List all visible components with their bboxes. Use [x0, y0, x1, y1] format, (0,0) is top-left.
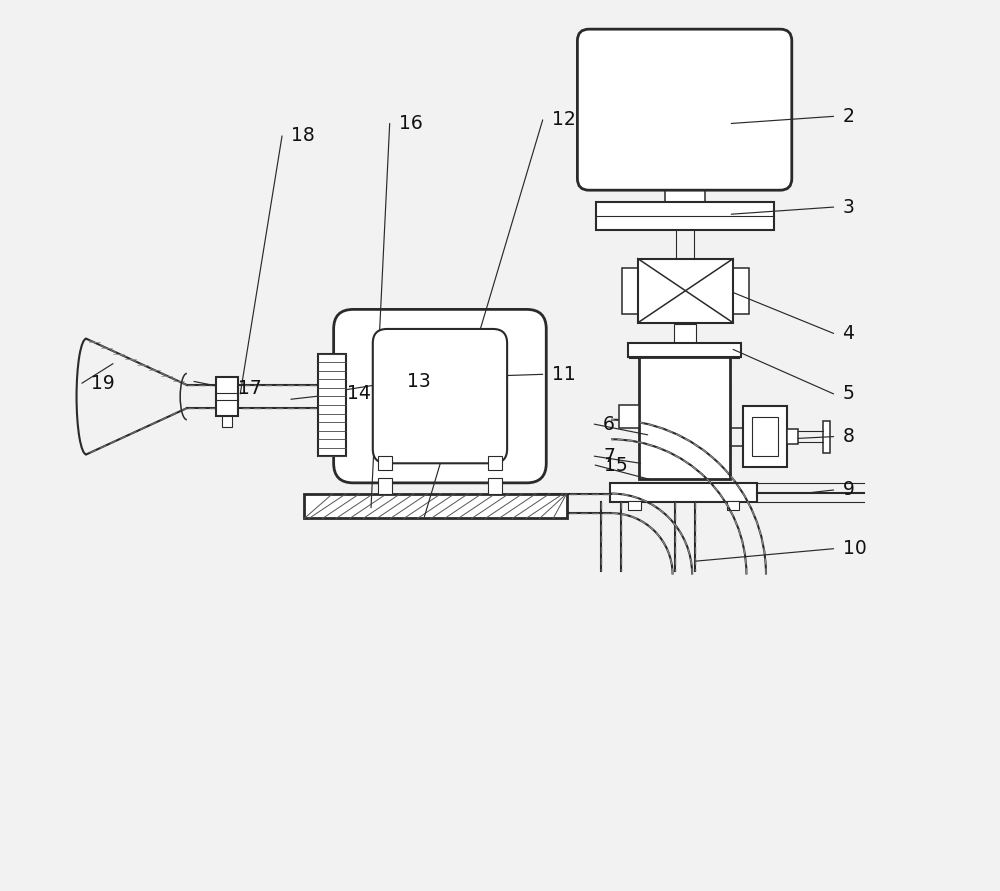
- FancyBboxPatch shape: [334, 309, 546, 483]
- Text: 4: 4: [843, 324, 855, 343]
- Text: 18: 18: [291, 127, 315, 145]
- Text: 2: 2: [843, 107, 854, 126]
- Bar: [596, 202, 774, 230]
- Bar: [488, 456, 502, 470]
- Bar: [619, 405, 639, 428]
- Bar: [665, 178, 705, 202]
- Text: 5: 5: [843, 384, 854, 404]
- Bar: [787, 429, 798, 444]
- Text: 9: 9: [843, 480, 854, 500]
- Text: 8: 8: [843, 427, 854, 446]
- Text: 19: 19: [91, 373, 115, 393]
- FancyBboxPatch shape: [373, 329, 507, 463]
- Bar: [216, 377, 238, 416]
- Bar: [639, 356, 730, 479]
- Text: 14: 14: [347, 384, 371, 404]
- Bar: [488, 478, 502, 494]
- Bar: [823, 421, 830, 453]
- FancyBboxPatch shape: [577, 29, 792, 190]
- Bar: [378, 478, 392, 494]
- Text: 15: 15: [604, 455, 628, 475]
- Bar: [304, 494, 567, 519]
- Text: 17: 17: [238, 379, 262, 398]
- Bar: [727, 501, 739, 510]
- Bar: [628, 343, 741, 356]
- Bar: [628, 501, 641, 510]
- Bar: [733, 267, 749, 314]
- Text: 12: 12: [552, 110, 575, 129]
- Bar: [743, 406, 787, 467]
- Text: 11: 11: [552, 364, 575, 384]
- Bar: [638, 258, 733, 323]
- Bar: [318, 354, 346, 456]
- Text: 7: 7: [603, 446, 615, 466]
- Bar: [752, 417, 778, 456]
- Text: 10: 10: [843, 539, 866, 558]
- Bar: [622, 267, 638, 314]
- Bar: [660, 31, 709, 41]
- Bar: [630, 344, 739, 358]
- Text: 3: 3: [843, 198, 854, 217]
- Bar: [378, 456, 392, 470]
- Bar: [674, 323, 696, 345]
- Text: 16: 16: [399, 114, 422, 133]
- Bar: [222, 416, 232, 427]
- Text: 13: 13: [407, 372, 430, 391]
- Text: 6: 6: [603, 414, 615, 434]
- Bar: [610, 483, 757, 503]
